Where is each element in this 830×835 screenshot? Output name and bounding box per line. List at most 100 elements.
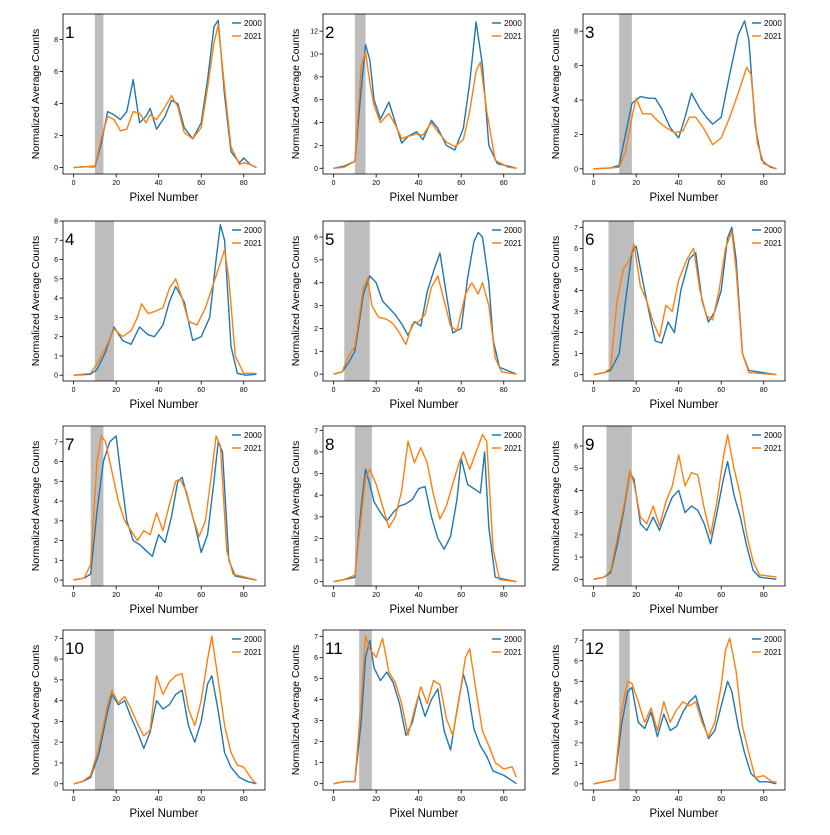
y-tick-label: 4 <box>314 120 318 127</box>
x-tick-label: 0 <box>72 387 76 394</box>
y-tick-label: 5 <box>574 679 578 686</box>
y-tick-label: 2 <box>314 739 318 746</box>
y-axis-label: Normalized Average Counts <box>550 29 562 160</box>
y-tick-label: 7 <box>314 428 318 435</box>
legend-label-2021: 2021 <box>244 648 262 657</box>
y-tick-label: 4 <box>314 280 318 287</box>
x-tick-label: 20 <box>372 592 380 599</box>
y-tick-label: 2 <box>574 132 578 139</box>
legend-label-2021: 2021 <box>764 444 782 453</box>
shaded-region <box>608 221 635 381</box>
x-tick-label: 60 <box>457 180 465 187</box>
shaded-region <box>94 14 104 174</box>
panel-11: 0 20 40 60 80 0 1 2 3 4 5 6 7 11 2000 2021 Pixel Number N… <box>290 629 526 820</box>
legend-label-2021: 2021 <box>244 444 262 453</box>
x-tick-label: 0 <box>592 796 596 803</box>
x-tick-label: 20 <box>632 796 640 803</box>
y-tick-label: 4 <box>54 101 58 108</box>
x-axis-label: Pixel Number <box>129 604 198 616</box>
axes-frame <box>322 13 526 175</box>
x-tick-label: 60 <box>717 796 725 803</box>
x-tick-label: 60 <box>197 180 205 187</box>
axes-frame <box>62 220 266 382</box>
y-tick-label: 6 <box>574 444 578 451</box>
panel-number: 4 <box>65 230 74 249</box>
y-axis-label: Normalized Average Counts <box>550 441 562 572</box>
y-tick-label: 2 <box>54 538 58 545</box>
y-axis-label: Normalized Average Counts <box>290 441 302 572</box>
panel-number: 10 <box>65 639 84 658</box>
series-line-2021 <box>73 24 257 169</box>
y-tick-label: 4 <box>314 493 318 500</box>
y-tick-label: 3 <box>54 719 58 726</box>
y-axis-label: Normalized Average Counts <box>30 236 42 367</box>
series-line-2000 <box>333 21 517 169</box>
y-tick-label: 4 <box>574 288 578 295</box>
y-tick-label: 4 <box>574 98 578 105</box>
y-tick-label: 7 <box>574 638 578 645</box>
series-line-2021 <box>333 51 517 169</box>
legend-label-2000: 2000 <box>504 635 522 644</box>
y-tick-label: 3 <box>54 518 58 525</box>
legend-label-2021: 2021 <box>764 239 782 248</box>
panel-1: 0 20 40 60 80 0 2 4 6 8 1 2000 2021 Pixel Number Norma… <box>30 13 266 204</box>
panel-number: 7 <box>65 435 74 454</box>
y-tick-label: 5 <box>314 676 318 683</box>
y-tick-label: 8 <box>574 29 578 36</box>
legend-label-2000: 2000 <box>244 226 262 235</box>
x-tick-label: 60 <box>197 796 205 803</box>
x-tick-label: 40 <box>675 387 683 394</box>
y-axis-label: Normalized Average Counts <box>290 29 302 160</box>
series-line-2000 <box>593 680 777 785</box>
series-line-2021 <box>333 635 518 785</box>
y-tick-label: 5 <box>314 257 318 264</box>
x-axis-label: Pixel Number <box>649 808 718 820</box>
x-axis-label: Pixel Number <box>649 604 718 616</box>
y-axis-label: Normalized Average Counts <box>30 441 42 572</box>
series-line-2000 <box>73 435 257 581</box>
y-tick-label: 5 <box>574 466 578 473</box>
y-tick-label: 1 <box>314 558 318 565</box>
x-tick-label: 40 <box>415 180 423 187</box>
x-axis-label: Pixel Number <box>129 192 198 204</box>
x-tick-label: 0 <box>72 592 76 599</box>
panel-9: 0 20 40 60 80 0 1 2 3 4 5 6 9 2000 2021 Pixel Number Nor… <box>550 425 786 616</box>
y-tick-label: 0 <box>54 165 58 172</box>
y-tick-label: 5 <box>54 677 58 684</box>
shaded-region <box>606 426 632 586</box>
x-tick-label: 60 <box>197 387 205 394</box>
x-tick-label: 80 <box>760 592 768 599</box>
x-tick-label: 40 <box>675 180 683 187</box>
y-tick-label: 0 <box>314 372 318 379</box>
series-line-2000 <box>73 675 257 785</box>
y-tick-label: 8 <box>314 74 318 81</box>
y-tick-label: 7 <box>54 636 58 643</box>
x-tick-label: 0 <box>592 180 596 187</box>
x-tick-label: 20 <box>632 387 640 394</box>
y-tick-label: 6 <box>54 257 58 264</box>
legend-label-2000: 2000 <box>244 635 262 644</box>
shaded-region <box>94 630 115 790</box>
panel-number: 1 <box>65 23 74 42</box>
y-tick-label: 7 <box>54 439 58 446</box>
x-tick-label: 20 <box>632 180 640 187</box>
y-tick-label: 1 <box>314 760 318 767</box>
series-line-2021 <box>593 66 777 170</box>
y-tick-label: 5 <box>54 276 58 283</box>
y-tick-label: 2 <box>574 532 578 539</box>
y-tick-label: 1 <box>54 760 58 767</box>
x-tick-label: 20 <box>632 592 640 599</box>
y-tick-label: 3 <box>574 510 578 517</box>
x-axis-label: Pixel Number <box>649 399 718 411</box>
x-tick-label: 40 <box>155 387 163 394</box>
y-tick-label: 1 <box>314 349 318 356</box>
panel-number: 2 <box>325 23 334 42</box>
legend-label-2000: 2000 <box>764 635 782 644</box>
series-line-2021 <box>593 637 777 785</box>
axes-frame <box>582 629 786 791</box>
y-tick-label: 7 <box>54 238 58 245</box>
panel-8: 0 20 40 60 80 0 1 2 3 4 5 6 78 2000 2021 Pixel Number No… <box>290 425 526 616</box>
series-line-2021 <box>73 435 257 581</box>
legend-label-2000: 2000 <box>244 431 262 440</box>
